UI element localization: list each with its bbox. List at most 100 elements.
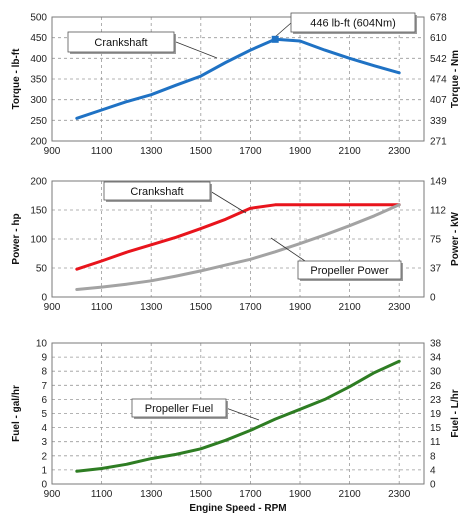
- chart-panel-3: 0 0 1 4 2 8 3 11 4 15 5 19 6 23 7 26 8 30 9 34 10 38 900 1100 13…: [11, 339, 461, 515]
- chart-panel-1: 200 271 250 339 300 407 350 474 400 542 450 610 500 6…: [11, 13, 461, 158]
- y2-tick-label: 19: [430, 409, 442, 420]
- x-tick-label: 1900: [289, 489, 312, 500]
- y-tick-label: 6: [41, 395, 47, 406]
- y2-tick-label: 339: [430, 116, 447, 127]
- callout-leader: [270, 237, 306, 262]
- series-line-2-1: [75, 203, 401, 271]
- y2-tick-label: 11: [430, 437, 441, 448]
- y-tick-label: 450: [30, 33, 47, 44]
- y-axis-title: Fuel - gal/hr: [11, 385, 22, 442]
- y-tick-label: 7: [41, 381, 47, 392]
- y2-tick-label: 0: [430, 480, 436, 491]
- y2-tick-label: 38: [430, 339, 442, 350]
- x-tick-label: 1300: [140, 489, 163, 500]
- plot-frame: [51, 342, 425, 485]
- x-tick-label: 1700: [239, 489, 262, 500]
- x-tick-label: 2300: [388, 489, 411, 500]
- y2-tick-label: 678: [430, 13, 447, 24]
- plot-frame: [51, 16, 425, 142]
- y2-axis-title: Power - kW: [450, 211, 461, 265]
- y-tick-label: 500: [30, 13, 47, 24]
- y2-tick-label: 37: [430, 264, 442, 275]
- callout-leader: [274, 22, 292, 38]
- y-tick-label: 8: [41, 367, 47, 378]
- y-tick-label: 4: [41, 423, 47, 434]
- y2-tick-label: 75: [430, 235, 442, 246]
- y-tick-label: 200: [30, 177, 47, 188]
- callout-leader: [225, 407, 260, 421]
- y2-axis-title: Torque - Nm: [450, 50, 461, 108]
- y-tick-label: 10: [36, 339, 48, 350]
- y2-tick-label: 30: [430, 367, 442, 378]
- x-tick-label: 2300: [388, 146, 411, 157]
- x-axis-title: Engine Speed - RPM: [189, 503, 286, 514]
- y2-tick-label: 34: [430, 353, 442, 364]
- y-tick-label: 400: [30, 54, 47, 65]
- x-tick-label: 1300: [140, 146, 163, 157]
- x-tick-label: 900: [44, 489, 61, 500]
- y2-axis-title: Fuel - L/hr: [450, 389, 461, 437]
- plot-frame: [51, 180, 425, 298]
- series-line-2-2: [75, 203, 401, 291]
- peak-marker: [271, 35, 279, 43]
- x-tick-label: 1900: [289, 146, 312, 157]
- y2-tick-label: 407: [430, 95, 447, 106]
- y2-tick-label: 271: [430, 137, 447, 148]
- y-tick-label: 0: [41, 293, 47, 304]
- series-line-3-1: [75, 359, 401, 473]
- y-axis-title: Power - hp: [11, 213, 22, 264]
- y-tick-label: 3: [41, 437, 47, 448]
- y-tick-label: 350: [30, 75, 47, 86]
- x-tick-label: 2300: [388, 302, 411, 313]
- y-axis-title: Torque - lb-ft: [11, 48, 22, 110]
- callout-box: [290, 12, 416, 33]
- y-tick-label: 100: [30, 235, 47, 246]
- y-tick-label: 200: [30, 137, 47, 148]
- x-tick-label: 1100: [91, 146, 113, 157]
- x-tick-label: 1700: [239, 302, 262, 313]
- y-tick-label: 9: [41, 353, 47, 364]
- callout-leader: [175, 41, 218, 59]
- callout-label: Crankshaft: [130, 186, 183, 198]
- callout-box: [131, 398, 227, 418]
- series-line-1-1: [75, 37, 401, 120]
- callout-box: [103, 181, 211, 201]
- y2-tick-label: 8: [430, 451, 436, 462]
- x-tick-label: 2100: [338, 489, 361, 500]
- x-tick-label: 1500: [190, 489, 213, 500]
- y-tick-label: 1: [41, 465, 47, 476]
- x-tick-label: 1300: [140, 302, 163, 313]
- y-tick-label: 150: [30, 206, 47, 217]
- y2-tick-label: 15: [430, 423, 442, 434]
- y2-tick-label: 542: [430, 54, 447, 65]
- callout-label: Crankshaft: [94, 37, 147, 49]
- x-tick-label: 2100: [338, 302, 361, 313]
- x-tick-label: 900: [44, 302, 61, 313]
- y-tick-label: 300: [30, 95, 47, 106]
- y2-tick-label: 474: [430, 75, 447, 86]
- x-tick-label: 1500: [190, 302, 213, 313]
- callout-box: [297, 260, 402, 280]
- y2-tick-label: 26: [430, 381, 442, 392]
- y-tick-label: 50: [36, 264, 48, 275]
- x-tick-label: 1100: [91, 489, 113, 500]
- x-tick-label: 1700: [239, 146, 262, 157]
- y2-tick-label: 23: [430, 395, 442, 406]
- x-tick-label: 1500: [190, 146, 213, 157]
- y2-tick-label: 0: [430, 293, 436, 304]
- callout-leader: [209, 190, 247, 214]
- x-tick-label: 1900: [289, 302, 312, 313]
- y2-tick-label: 4: [430, 465, 436, 476]
- callout-label: Propeller Power: [310, 265, 389, 277]
- y-tick-label: 250: [30, 116, 47, 127]
- y-tick-label: 0: [41, 480, 47, 491]
- x-tick-label: 900: [44, 146, 61, 157]
- x-tick-label: 1100: [91, 302, 113, 313]
- chart-panel-2: 0 0 50 37 100 75 150 112 200 149 900 1100 1300 1500 17…: [11, 177, 461, 314]
- x-tick-label: 2100: [338, 146, 361, 157]
- y2-tick-label: 610: [430, 33, 447, 44]
- y2-tick-label: 112: [430, 206, 446, 217]
- y2-tick-label: 149: [430, 177, 447, 188]
